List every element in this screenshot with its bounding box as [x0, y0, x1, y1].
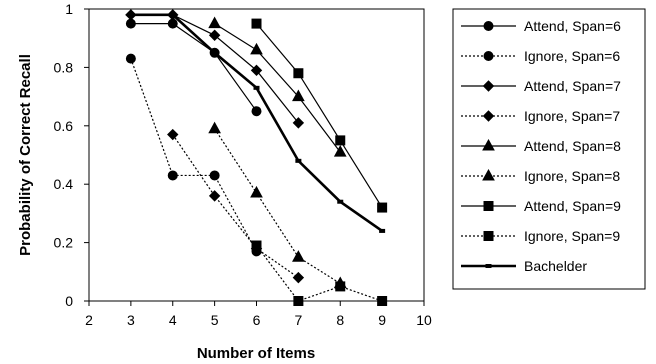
diamond-marker — [250, 64, 263, 77]
square-marker — [483, 231, 494, 241]
square-marker — [251, 18, 262, 29]
series-7 — [251, 18, 388, 213]
square-marker — [335, 281, 346, 292]
square-marker — [251, 240, 262, 251]
circle-marker — [125, 53, 136, 64]
circle-marker — [251, 106, 262, 117]
dash-marker — [253, 85, 260, 90]
series-line — [130, 58, 258, 252]
legend-entry: Attend, Span=7 — [461, 78, 621, 94]
legend-label: Ignore, Span=9 — [524, 228, 620, 244]
legend-label: Attend, Span=6 — [524, 18, 621, 34]
square-marker — [293, 296, 304, 306]
y-tick-label: 1 — [65, 1, 73, 17]
triangle-marker — [292, 89, 305, 102]
x-tick-label: 4 — [169, 312, 177, 328]
triangle-marker — [333, 145, 347, 157]
legend-label: Attend, Span=8 — [524, 138, 621, 154]
diamond-marker — [208, 29, 221, 41]
triangle-marker — [250, 42, 263, 55]
x-axis-title: Number of Items — [197, 345, 315, 362]
legend-label: Ignore, Span=6 — [524, 48, 620, 64]
circle-marker — [483, 21, 494, 31]
series-5 — [208, 16, 347, 157]
series-line — [130, 23, 257, 112]
series-line — [172, 134, 299, 279]
circle-marker — [167, 170, 178, 181]
x-tick-label: 3 — [127, 312, 135, 328]
x-tick-label: 5 — [211, 312, 219, 328]
dash-marker — [169, 12, 176, 17]
x-tick-label: 8 — [336, 312, 344, 328]
series-layer — [125, 9, 388, 306]
dash-marker — [211, 50, 218, 55]
diamond-marker — [482, 80, 495, 92]
dash-marker — [379, 228, 386, 233]
square-marker — [377, 202, 388, 213]
legend: Attend, Span=6 Ignore, Span=6 Attend, Span… — [461, 18, 621, 274]
legend-entry: Ignore, Span=8 — [461, 168, 620, 184]
x-tick-label: 7 — [294, 312, 302, 328]
diamond-marker — [482, 110, 495, 122]
dash-marker — [485, 264, 492, 268]
diamond-marker — [167, 128, 179, 141]
y-axis-title: Probability of Correct Recall — [17, 54, 34, 256]
x-tick-label: 2 — [85, 312, 93, 328]
diamond-marker — [292, 271, 305, 284]
diamond-marker — [208, 190, 221, 202]
series-line — [256, 23, 383, 208]
triangle-marker — [250, 185, 263, 198]
triangle-marker — [482, 168, 495, 181]
square-marker — [377, 296, 388, 306]
legend-label: Ignore, Span=7 — [524, 108, 620, 124]
series-8 — [251, 240, 388, 306]
series-line — [214, 23, 341, 153]
y-tick-label: 0.4 — [54, 176, 74, 192]
triangle-marker — [208, 121, 221, 134]
dash-marker — [337, 199, 344, 204]
legend-label: Attend, Span=9 — [524, 198, 621, 214]
x-tick-label: 6 — [253, 312, 261, 328]
legend-entry: Ignore, Span=9 — [461, 228, 620, 244]
legend-label: Ignore, Span=8 — [524, 168, 620, 184]
dash-marker — [295, 158, 302, 163]
legend-entry: Ignore, Span=7 — [461, 108, 620, 124]
dash-marker — [127, 12, 134, 17]
y-tick-label: 0.8 — [54, 59, 74, 75]
triangle-marker — [482, 138, 495, 151]
triangle-marker — [208, 16, 221, 29]
square-marker — [335, 135, 346, 146]
y-tick-label: 0 — [65, 293, 73, 309]
triangle-marker — [292, 250, 305, 262]
y-axis: 0 0.2 0.4 0.6 0.8 1 — [54, 1, 89, 309]
legend-entry: Attend, Span=6 — [461, 18, 621, 34]
square-marker — [293, 68, 304, 79]
circle-marker — [483, 51, 494, 61]
square-marker — [483, 201, 494, 211]
legend-entry: Attend, Span=8 — [461, 138, 621, 154]
legend-label: Attend, Span=7 — [524, 78, 621, 94]
diamond-marker — [292, 117, 305, 129]
legend-entry: Ignore, Span=6 — [461, 48, 620, 64]
legend-label: Bachelder — [524, 258, 587, 274]
series-9 — [127, 12, 386, 233]
x-tick-label: 9 — [378, 312, 386, 328]
legend-entry: Bachelder — [461, 258, 587, 274]
legend-entry: Attend, Span=9 — [461, 198, 621, 214]
y-tick-label: 0.2 — [54, 235, 74, 251]
y-tick-label: 0.6 — [54, 118, 74, 134]
x-tick-label: 10 — [416, 312, 432, 328]
circle-marker — [209, 170, 220, 181]
series-line — [256, 245, 383, 302]
